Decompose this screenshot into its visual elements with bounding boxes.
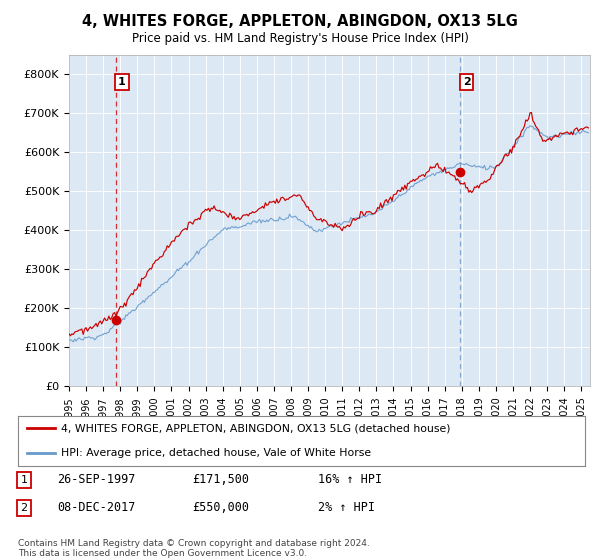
Text: 2: 2	[463, 77, 470, 87]
Text: 1: 1	[118, 77, 126, 87]
Text: 08-DEC-2017: 08-DEC-2017	[57, 501, 136, 515]
Text: £550,000: £550,000	[192, 501, 249, 515]
Text: 2: 2	[20, 503, 28, 513]
Text: 16% ↑ HPI: 16% ↑ HPI	[318, 473, 382, 487]
Text: 1: 1	[20, 475, 28, 485]
Text: 4, WHITES FORGE, APPLETON, ABINGDON, OX13 5LG: 4, WHITES FORGE, APPLETON, ABINGDON, OX1…	[82, 14, 518, 29]
Text: 2% ↑ HPI: 2% ↑ HPI	[318, 501, 375, 515]
Text: £171,500: £171,500	[192, 473, 249, 487]
Text: 4, WHITES FORGE, APPLETON, ABINGDON, OX13 5LG (detached house): 4, WHITES FORGE, APPLETON, ABINGDON, OX1…	[61, 423, 450, 433]
Text: Price paid vs. HM Land Registry's House Price Index (HPI): Price paid vs. HM Land Registry's House …	[131, 32, 469, 45]
Text: HPI: Average price, detached house, Vale of White Horse: HPI: Average price, detached house, Vale…	[61, 449, 371, 458]
Text: 26-SEP-1997: 26-SEP-1997	[57, 473, 136, 487]
Text: Contains HM Land Registry data © Crown copyright and database right 2024.
This d: Contains HM Land Registry data © Crown c…	[18, 539, 370, 558]
